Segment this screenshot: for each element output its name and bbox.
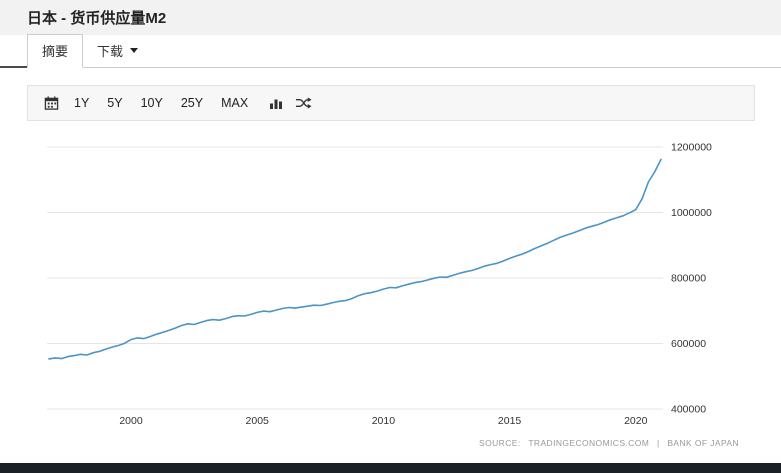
- source-attribution: BANK OF JAPAN: [667, 438, 739, 448]
- caret-down-icon: [130, 48, 139, 53]
- compare-button[interactable]: [289, 92, 318, 114]
- tab-download[interactable]: 下载: [83, 35, 152, 67]
- page-title: 日本 - 货币供应量M2: [27, 10, 167, 27]
- x-tick-label: 2005: [246, 415, 270, 427]
- tab-bar: 摘要 下载: [0, 34, 781, 68]
- source-separator: |: [656, 438, 660, 448]
- range-25y-button[interactable]: 25Y: [180, 96, 204, 110]
- source-label: SOURCE:: [479, 438, 521, 448]
- range-5y-button[interactable]: 5Y: [107, 96, 123, 110]
- m2-series-line: [48, 158, 662, 360]
- shuffle-icon: [296, 97, 312, 109]
- chart-toolbar: 1Y 5Y 10Y 25Y MAX: [27, 85, 755, 121]
- x-tick-label: 2015: [498, 415, 522, 427]
- footer-bar: [0, 463, 781, 473]
- calendar-button[interactable]: [38, 92, 65, 115]
- tab-summary-label: 摘要: [42, 44, 69, 59]
- source-provider: TRADINGECONOMICS.COM: [528, 438, 650, 448]
- tab-summary[interactable]: 摘要: [27, 34, 84, 68]
- y-tick-label: 400000: [671, 404, 706, 416]
- tab-download-label: 下载: [97, 44, 124, 59]
- m2-chart-svg[interactable]: 400000 600000 800000 1000000 1200000 2000 2005…: [27, 131, 755, 431]
- bar-chart-icon: [270, 99, 283, 109]
- range-1y-button[interactable]: 1Y: [74, 96, 90, 110]
- y-tick-label: 600000: [671, 338, 706, 350]
- x-tick-label: 2000: [119, 415, 143, 427]
- source-line: SOURCE: TRADINGECONOMICS.COM | BANK OF J…: [27, 438, 755, 448]
- x-tick-label: 2010: [372, 415, 396, 427]
- chart-type-button[interactable]: [263, 92, 289, 114]
- chart-card: 400000 600000 800000 1000000 1200000 2000 2005…: [27, 131, 755, 448]
- y-tick-label: 1200000: [671, 142, 712, 154]
- x-tick-label: 2020: [624, 415, 648, 427]
- page-header: 日本 - 货币供应量M2: [0, 0, 781, 35]
- y-tick-label: 800000: [671, 273, 706, 285]
- range-10y-button[interactable]: 10Y: [140, 96, 163, 110]
- range-max-button[interactable]: MAX: [221, 96, 249, 110]
- calendar-icon: [44, 95, 59, 110]
- y-tick-label: 1000000: [671, 207, 712, 219]
